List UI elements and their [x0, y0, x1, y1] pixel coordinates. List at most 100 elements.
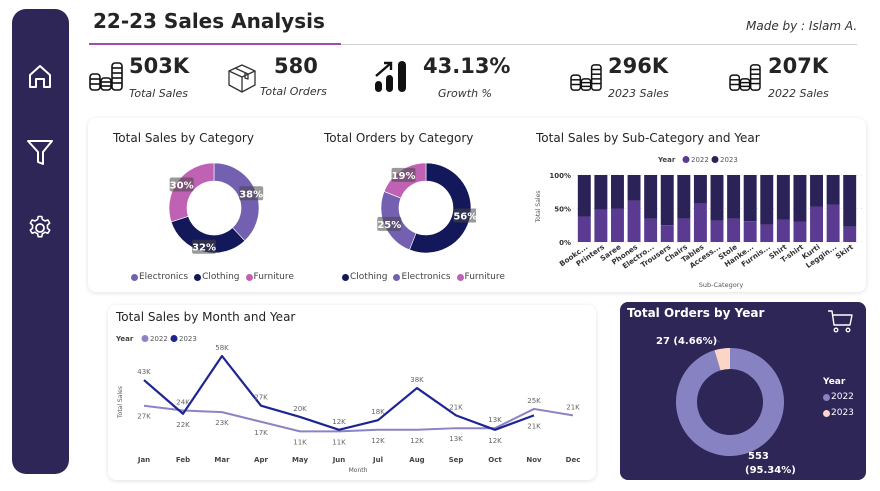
kpi-value: 580	[274, 54, 318, 78]
legend-item-electronics[interactable]: Electronics	[131, 272, 188, 282]
page-title: 22-23 Sales Analysis	[93, 9, 325, 33]
data-label-2022: 553	[748, 451, 769, 462]
svg-text:32%: 32%	[192, 243, 216, 254]
coins-icon	[89, 62, 123, 91]
bar-2022[interactable]	[677, 218, 691, 242]
bar-2022[interactable]	[693, 203, 707, 242]
bar-2022[interactable]	[660, 225, 674, 242]
bar-2023[interactable]	[693, 175, 707, 204]
data-label-2023: 27K	[254, 394, 268, 402]
bar-2023[interactable]	[743, 175, 757, 222]
legend-item-clothing[interactable]: Clothing	[342, 272, 387, 282]
x-tick-label: Jun	[332, 456, 346, 464]
bar-2022[interactable]	[577, 216, 591, 242]
data-label-2022: 23K	[215, 419, 229, 427]
bar-2023[interactable]	[710, 175, 724, 221]
data-label-2022: 11K	[293, 438, 307, 446]
box-icon	[228, 64, 256, 93]
bar-2023[interactable]	[776, 175, 790, 220]
bar-2023[interactable]	[594, 175, 608, 210]
bar-2023[interactable]	[727, 175, 741, 219]
data-label-2022: 17K	[254, 429, 268, 437]
data-label-2023: 12K	[488, 437, 502, 445]
legend-item-electronics[interactable]: Electronics	[393, 272, 451, 282]
sidebar-item-filter[interactable]	[25, 137, 55, 167]
sidebar-nav	[12, 9, 69, 474]
kpi-value: 503K	[129, 54, 190, 78]
donut-slice-clothing[interactable]	[409, 162, 472, 254]
bar-2023[interactable]	[843, 175, 857, 227]
legend-item-2023[interactable]: 2023	[823, 408, 854, 418]
filter-icon	[27, 140, 53, 165]
donut-slice-furniture[interactable]	[168, 162, 215, 223]
sales-by-category-donut[interactable]: 38% 32% 30%	[164, 158, 264, 258]
legend-title: Year	[823, 377, 846, 387]
bar-2022[interactable]	[776, 219, 790, 242]
legend-item-furniture[interactable]: Furniture	[456, 272, 505, 282]
bar-2023[interactable]	[793, 175, 807, 222]
data-label-2022-pct: (95.34%)	[745, 465, 796, 476]
y-tick-label: 100%	[549, 172, 571, 180]
donut-slice-electronics[interactable]	[213, 162, 260, 242]
bar-2022[interactable]	[611, 208, 624, 243]
bar-2022[interactable]	[810, 206, 823, 242]
bar-2023[interactable]	[611, 175, 624, 209]
bar-2023[interactable]	[760, 175, 774, 225]
svg-text:19%: 19%	[392, 171, 416, 182]
bar-2022[interactable]	[644, 218, 658, 242]
orders-by-category-donut[interactable]: 56% 25% 19%	[376, 158, 476, 258]
x-axis-label: Sub-Category	[699, 281, 744, 289]
bar-2023[interactable]	[577, 175, 591, 217]
bar-2022[interactable]	[594, 209, 608, 242]
kpi-label: 2022 Sales	[768, 87, 829, 100]
bar-2022[interactable]	[760, 224, 774, 242]
data-label-2022: 13K	[449, 435, 463, 443]
kpi-growth: 43.13% Growth %	[373, 54, 513, 104]
bar-2022[interactable]	[710, 220, 724, 242]
y-tick-label: 0%	[559, 239, 571, 247]
bar-2022[interactable]	[627, 200, 641, 242]
data-label-2023: 27 (4.66%)	[656, 336, 717, 347]
y-axis-label: Total Sales	[117, 386, 124, 419]
orders-by-year-donut[interactable]: 27 (4.66%) 553 (95.34%)	[620, 302, 866, 480]
legend-item-2022[interactable]: 2022	[823, 392, 854, 402]
sales-by-month-chart[interactable]: Year 2022 2023 Total Sales 27K 24K 23K 17K 11K 11…	[108, 326, 596, 478]
data-label-2023: 58K	[215, 344, 229, 352]
svg-text:Year: Year	[657, 156, 676, 164]
x-tick-label: Nov	[526, 456, 542, 464]
data-label: 25%	[377, 216, 402, 231]
line-2022[interactable]	[143, 404, 574, 433]
bar-2022[interactable]	[727, 218, 741, 242]
data-label-2023: 20K	[293, 405, 307, 413]
bar-2023[interactable]	[826, 175, 840, 205]
bar-2022[interactable]	[826, 204, 840, 242]
cart-icon[interactable]	[826, 308, 854, 336]
data-label-2022: 24K	[176, 399, 190, 407]
legend-item-furniture[interactable]: Furniture	[245, 272, 294, 282]
data-label-2023: 21K	[449, 403, 463, 411]
legend-item-clothing[interactable]: Clothing	[194, 272, 240, 282]
data-label: 19%	[391, 167, 416, 182]
donut-slice-2023[interactable]	[714, 348, 730, 371]
x-tick-label: Aug	[409, 456, 424, 464]
data-label-2023: 22K	[176, 421, 190, 429]
bar-2022[interactable]	[793, 221, 807, 242]
sidebar-item-settings[interactable]	[25, 213, 55, 243]
data-label-2023: 43K	[137, 368, 151, 376]
bar-2022[interactable]	[743, 221, 757, 242]
donut-slice-2022[interactable]	[676, 348, 784, 456]
sales-by-subcategory-title: Total Sales by Sub-Category and Year	[536, 131, 760, 145]
bar-2023[interactable]	[644, 175, 658, 219]
y-tick-label: 50%	[554, 206, 571, 214]
orders-by-year-card: Total Orders by Year 27 (4.66%) 553 (95.34…	[620, 302, 866, 480]
line-2023[interactable]	[143, 354, 535, 431]
bar-2023[interactable]	[627, 175, 641, 201]
bar-2023[interactable]	[660, 175, 674, 226]
bar-2022[interactable]	[843, 226, 857, 242]
data-label-2023: 18K	[371, 408, 385, 416]
bar-2023[interactable]	[677, 175, 691, 219]
bar-2023[interactable]	[810, 175, 823, 207]
sales-by-category-legend: Electronics Clothing Furniture	[131, 272, 298, 282]
sidebar-item-home[interactable]	[25, 61, 55, 91]
